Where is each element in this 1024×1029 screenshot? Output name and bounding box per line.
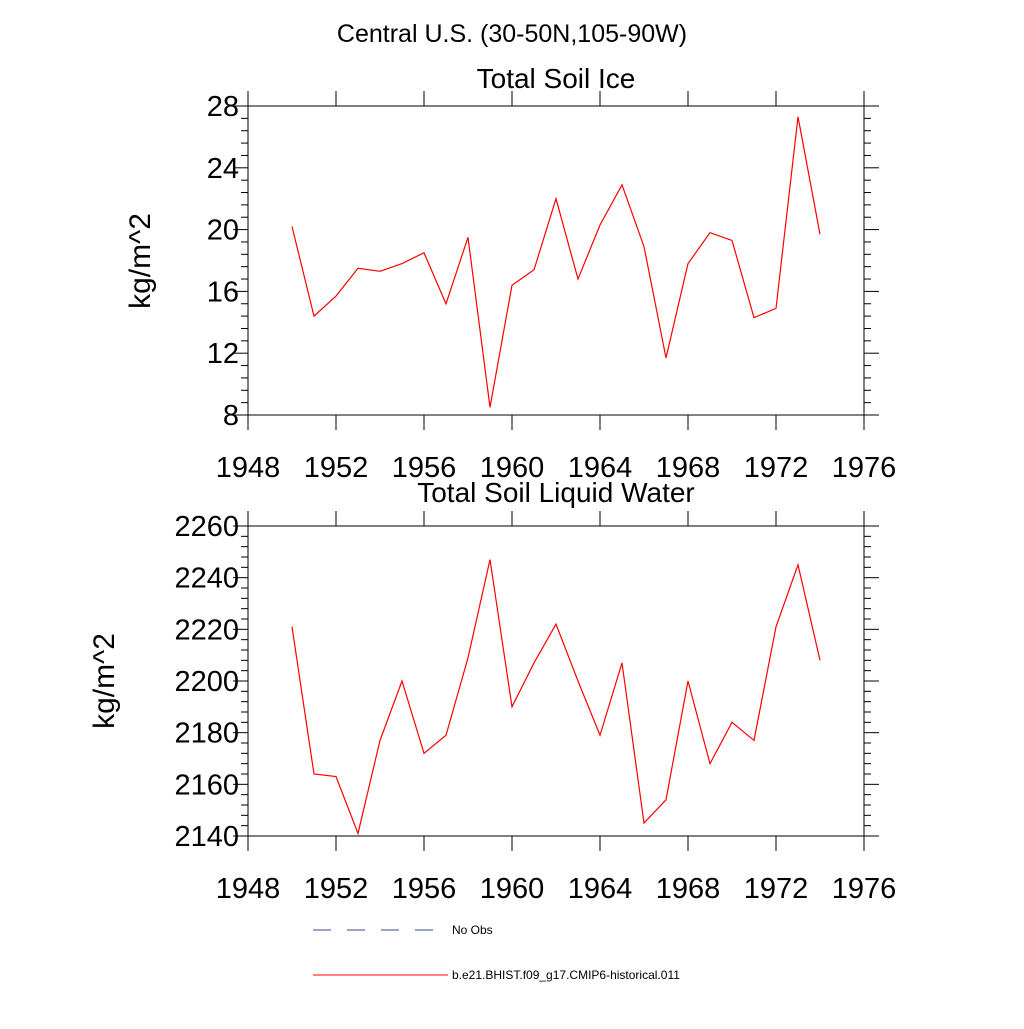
series-line (291, 559, 821, 836)
panel-total-soil-ice: Total Soil Ice kg/m^2 1948 1952 1956 1960 19… (124, 63, 896, 484)
x-tick-label: 1960 (480, 452, 545, 484)
x-tick-label: 1956 (392, 873, 457, 905)
panel-total-soil-liquid-water: Total Soil Liquid Water kg/m^2 1948 1952 1… (88, 477, 896, 905)
y-tick-label: 28 (207, 91, 239, 123)
y-tick-label: 2220 (174, 614, 239, 646)
x-tick-label: 1948 (216, 873, 281, 905)
x-tick-label: 1976 (832, 873, 897, 905)
x-tick-label: 1972 (744, 873, 809, 905)
x-tick-label: 1960 (480, 873, 545, 905)
series-line (291, 116, 821, 408)
y-tick-label: 12 (207, 338, 239, 370)
y-tick-label: 16 (207, 276, 239, 308)
x-tick-label: 1964 (568, 452, 633, 484)
y-tick-label: 2180 (174, 718, 239, 750)
y-tick-label: 2240 (174, 563, 239, 595)
x-tick-label: 1964 (568, 873, 633, 905)
figure-title: Central U.S. (30-50N,105-90W) (337, 20, 687, 48)
y-tick-label: 8 (223, 400, 239, 432)
x-tick-label: 1968 (656, 873, 721, 905)
y-tick-label: 2140 (174, 821, 239, 853)
x-tick-label: 1972 (744, 452, 809, 484)
y-tick-label: 2260 (174, 511, 239, 543)
legend-model-label: b.e21.BHIST.f09_g17.CMIP6-historical.011 (452, 968, 680, 982)
legend: No Obs b.e21.BHIST.f09_g17.CMIP6-histori… (313, 923, 680, 982)
legend-obs-label: No Obs (452, 923, 493, 937)
x-tick-label: 1968 (656, 452, 721, 484)
x-tick-label: 1952 (304, 452, 369, 484)
y-axis-label: kg/m^2 (88, 633, 121, 729)
plot-frame (247, 105, 865, 416)
panel-title: Total Soil Liquid Water (417, 477, 695, 508)
x-tick-label: 1952 (304, 873, 369, 905)
y-tick-label: 20 (207, 215, 239, 247)
x-tick-label: 1976 (832, 452, 897, 484)
y-tick-label: 24 (207, 153, 239, 185)
x-tick-label: 1948 (216, 452, 281, 484)
y-axis-label: kg/m^2 (124, 213, 157, 309)
x-tick-label: 1956 (392, 452, 457, 484)
y-tick-label: 2160 (174, 769, 239, 801)
y-tick-label: 2200 (174, 666, 239, 698)
panel-title: Total Soil Ice (477, 63, 636, 94)
